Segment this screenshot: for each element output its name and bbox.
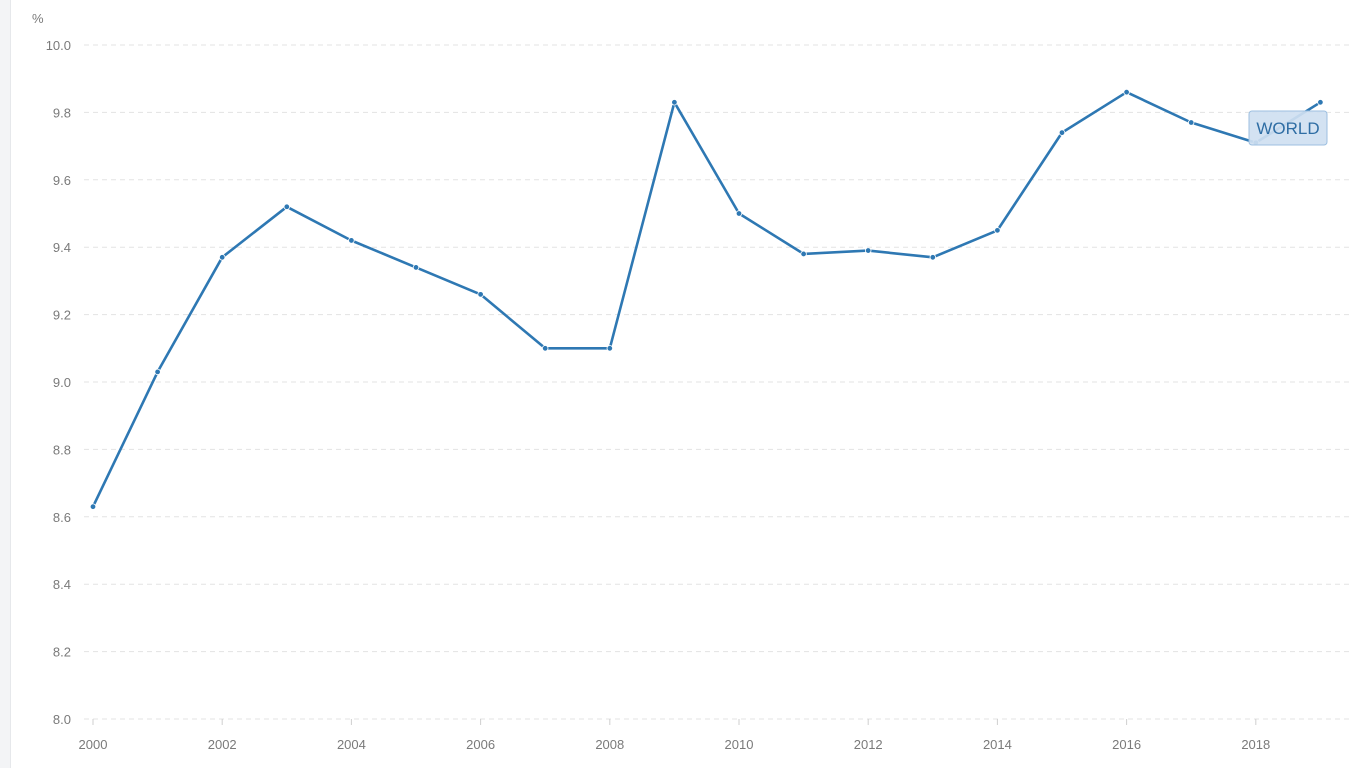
data-point[interactable] — [800, 250, 807, 258]
x-tick-label: 2014 — [983, 737, 1012, 752]
data-point[interactable] — [994, 227, 1001, 234]
y-tick-label: 9.0 — [53, 375, 71, 390]
x-tick-label: 2004 — [337, 737, 366, 752]
y-tick-label: 8.6 — [53, 510, 71, 525]
data-point[interactable] — [348, 237, 355, 244]
data-point[interactable] — [865, 247, 872, 254]
data-point[interactable] — [1317, 99, 1324, 106]
x-tick-label: 2002 — [208, 737, 237, 752]
data-point[interactable] — [1123, 88, 1130, 96]
x-tick-label: 2012 — [854, 737, 883, 752]
left-panel-edge — [0, 0, 11, 768]
y-tick-label: 8.4 — [53, 577, 71, 592]
series-label-box[interactable] — [1248, 110, 1328, 146]
data-point[interactable] — [542, 345, 549, 352]
data-point[interactable] — [671, 99, 678, 106]
x-tick-label: 2000 — [79, 737, 108, 752]
grid-layer — [84, 44, 1350, 720]
series-label-layer[interactable]: WORLD — [1248, 110, 1328, 146]
x-tick-label: 2016 — [1112, 737, 1141, 752]
data-point[interactable] — [929, 254, 936, 261]
data-point[interactable] — [283, 203, 290, 210]
series-line-world[interactable] — [91, 90, 1322, 508]
y-tick-label: 8.0 — [53, 712, 71, 727]
data-point[interactable] — [154, 368, 161, 376]
data-point[interactable] — [412, 264, 420, 271]
x-tick-label: 2018 — [1241, 737, 1270, 752]
data-point[interactable] — [735, 210, 743, 217]
x-axis: 2000 2002 2004 2006 2008 2010 2012 2014 2016 2018 — [79, 719, 1270, 752]
data-point[interactable] — [1058, 129, 1066, 136]
series-layer — [89, 88, 1324, 510]
x-tick-label: 2010 — [725, 737, 754, 752]
data-point[interactable] — [606, 345, 613, 352]
x-tick-label: 2006 — [466, 737, 495, 752]
x-tick-label: 2008 — [595, 737, 624, 752]
y-tick-label: 9.8 — [53, 105, 71, 120]
y-tick-label: 9.4 — [53, 240, 71, 255]
y-tick-label: 10.0 — [46, 38, 71, 53]
data-point[interactable] — [89, 503, 97, 510]
y-tick-label: 8.2 — [53, 645, 71, 660]
y-tick-label: 8.8 — [53, 442, 71, 457]
series-label-text: WORLD — [1256, 119, 1319, 138]
data-point[interactable] — [1187, 119, 1195, 126]
y-axis: % 8.0 8.2 8.4 8.6 8.8 9.0 9.2 9.4 9.6 9.8 10.0 — [32, 11, 71, 727]
y-tick-label: 9.6 — [53, 173, 71, 188]
data-point[interactable] — [477, 291, 484, 298]
y-tick-label: 9.2 — [53, 308, 71, 323]
y-axis-unit-label: % — [32, 11, 44, 26]
data-point[interactable] — [218, 254, 226, 261]
